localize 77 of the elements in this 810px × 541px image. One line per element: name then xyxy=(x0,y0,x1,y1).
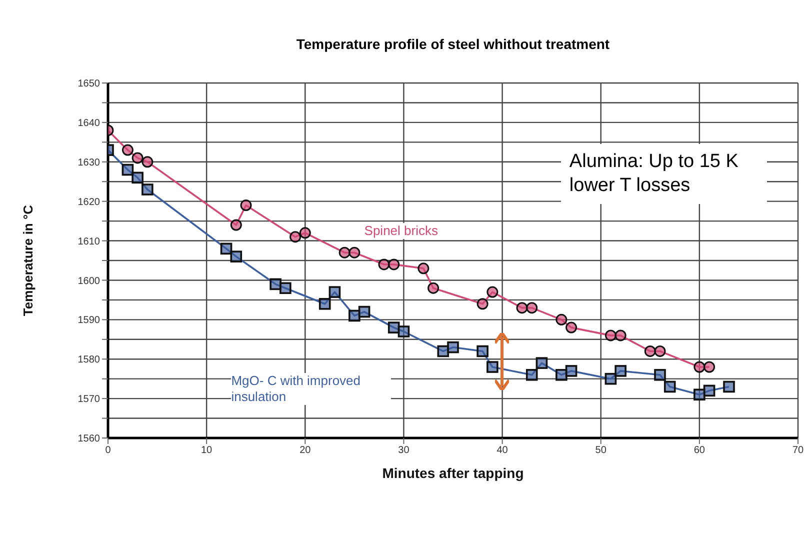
point xyxy=(704,361,716,373)
point xyxy=(122,164,134,176)
point xyxy=(132,152,144,164)
point xyxy=(526,302,538,314)
point xyxy=(318,298,331,310)
point xyxy=(378,258,390,270)
text: MgO- C with improved insulation xyxy=(231,372,392,405)
point xyxy=(694,361,706,373)
point xyxy=(240,200,252,212)
point xyxy=(132,172,144,184)
x-tick-label: 30 xyxy=(398,445,410,456)
point xyxy=(476,298,488,310)
point xyxy=(348,310,360,322)
x-tick-label: 0 xyxy=(105,445,112,456)
y-tick-label: 1620 xyxy=(78,196,100,208)
x-tick-label: 60 xyxy=(694,445,706,456)
point xyxy=(516,302,528,314)
y-tick-label: 1570 xyxy=(78,394,100,406)
point xyxy=(654,368,666,381)
point xyxy=(328,286,341,298)
point xyxy=(230,219,242,231)
point xyxy=(566,322,578,334)
point xyxy=(536,357,548,369)
point xyxy=(280,282,292,294)
point xyxy=(556,368,568,381)
x-tick-label: 50 xyxy=(595,445,607,456)
point xyxy=(604,372,617,385)
point xyxy=(644,345,656,357)
point xyxy=(556,314,568,326)
point xyxy=(447,341,459,354)
y-tick-label: 1630 xyxy=(78,157,100,168)
point xyxy=(476,345,488,358)
point xyxy=(388,322,400,334)
point xyxy=(270,278,282,290)
annotation: Alumina: Up to 15 K lower T losses xyxy=(561,144,768,204)
point xyxy=(437,345,450,358)
y-tick-label: 1650 xyxy=(78,78,100,90)
series-label: Spinel bricks xyxy=(364,223,438,240)
x-tick-label: 10 xyxy=(201,445,213,456)
x-tick-label: 20 xyxy=(300,445,312,456)
point xyxy=(230,250,242,262)
y-tick-label: 1580 xyxy=(78,354,100,366)
point xyxy=(604,330,616,342)
point xyxy=(388,258,400,270)
point xyxy=(338,246,350,258)
point xyxy=(703,384,716,397)
y-tick-label: 1610 xyxy=(78,236,100,248)
point xyxy=(526,368,538,381)
point xyxy=(614,330,626,342)
point xyxy=(348,246,360,258)
y-tick-label: 1590 xyxy=(78,315,100,326)
point xyxy=(142,184,154,196)
point xyxy=(664,380,676,393)
point xyxy=(358,306,370,318)
x-tick-label: 70 xyxy=(792,445,804,456)
point xyxy=(486,286,498,298)
point xyxy=(565,365,578,377)
point xyxy=(142,156,154,168)
point xyxy=(486,361,498,373)
y-tick-label: 1560 xyxy=(78,434,100,445)
point xyxy=(654,345,666,357)
x-axis-title: Minutes after tapping xyxy=(382,465,524,481)
y-axis-title: Temperature in °C xyxy=(20,204,36,316)
point xyxy=(694,388,706,401)
y-tick-label: 1640 xyxy=(78,118,100,129)
y-tick-label: 1600 xyxy=(78,276,100,287)
point xyxy=(723,380,735,393)
point xyxy=(614,365,626,377)
point xyxy=(290,231,302,243)
point xyxy=(418,262,430,274)
point xyxy=(220,242,232,255)
point xyxy=(299,227,311,239)
point xyxy=(122,144,134,156)
point xyxy=(398,326,410,338)
x-tick-label: 40 xyxy=(496,445,508,456)
point xyxy=(428,282,440,294)
chart-title: Temperature profile of steel whithout treatment xyxy=(295,36,611,52)
